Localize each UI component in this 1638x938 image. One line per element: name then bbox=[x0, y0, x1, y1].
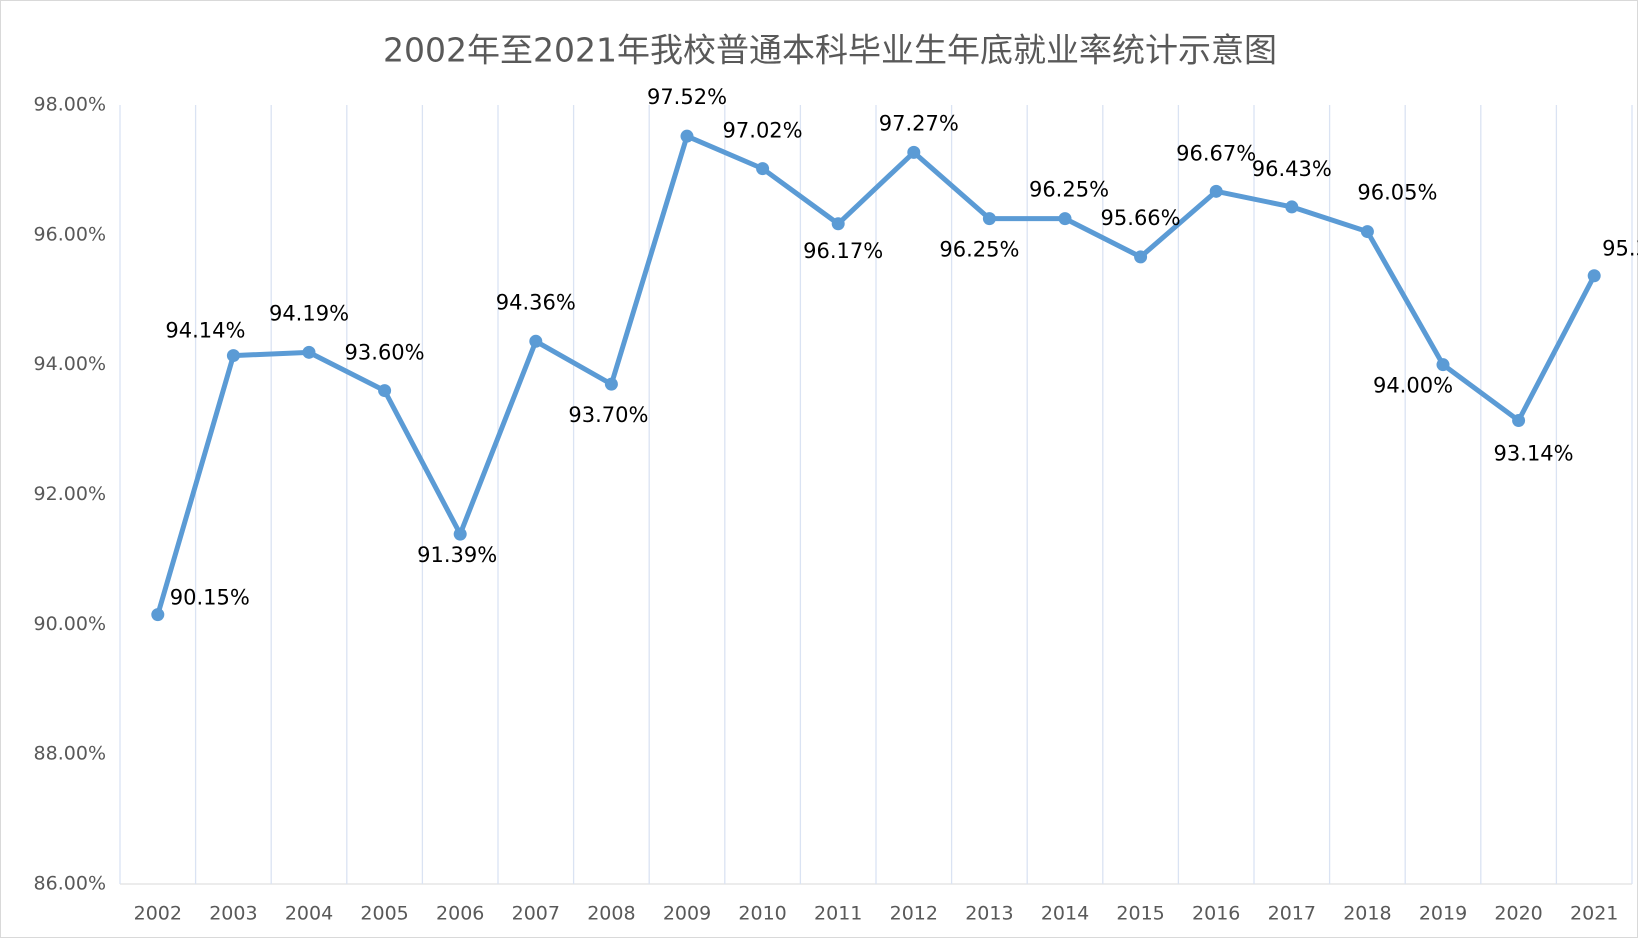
data-label: 96.25% bbox=[1029, 178, 1109, 202]
x-tick-label: 2014 bbox=[1041, 903, 1089, 925]
y-tick-label: 96.00% bbox=[34, 223, 106, 245]
data-point bbox=[756, 162, 770, 176]
data-point bbox=[378, 384, 392, 398]
x-tick-label: 2019 bbox=[1419, 903, 1467, 925]
data-point bbox=[680, 129, 694, 143]
data-label: 96.67% bbox=[1176, 141, 1256, 165]
data-label: 94.00% bbox=[1373, 374, 1453, 398]
chart-title: 2002年至2021年我校普通本科毕业生年底就业率统计示意图 bbox=[383, 31, 1277, 70]
data-point bbox=[1360, 225, 1374, 239]
y-tick-label: 86.00% bbox=[34, 873, 106, 895]
x-tick-label: 2004 bbox=[285, 903, 333, 925]
data-label: 96.17% bbox=[803, 239, 883, 263]
data-point bbox=[151, 608, 165, 622]
x-tick-label: 2003 bbox=[209, 903, 257, 925]
data-label: 90.15% bbox=[170, 586, 250, 610]
y-tick-label: 90.00% bbox=[34, 613, 106, 635]
data-point bbox=[831, 217, 845, 231]
data-label: 96.43% bbox=[1252, 157, 1332, 181]
data-point bbox=[529, 334, 543, 348]
x-tick-label: 2005 bbox=[360, 903, 408, 925]
x-tick-label: 2002 bbox=[134, 903, 182, 925]
x-tick-label: 2008 bbox=[587, 903, 635, 925]
data-label: 93.14% bbox=[1494, 441, 1574, 465]
x-tick-label: 2021 bbox=[1570, 903, 1618, 925]
x-tick-label: 2012 bbox=[890, 903, 938, 925]
data-label: 94.19% bbox=[269, 301, 349, 325]
x-tick-label: 2018 bbox=[1343, 903, 1391, 925]
x-tick-label: 2007 bbox=[512, 903, 560, 925]
data-point bbox=[1587, 269, 1601, 283]
data-point bbox=[1134, 250, 1148, 264]
data-label: 94.36% bbox=[496, 290, 576, 314]
data-point bbox=[982, 212, 996, 226]
x-tick-label: 2013 bbox=[965, 903, 1013, 925]
data-label: 97.27% bbox=[879, 111, 959, 135]
data-label: 95.37% bbox=[1602, 237, 1638, 261]
x-tick-label: 2020 bbox=[1494, 903, 1542, 925]
data-point bbox=[1436, 358, 1450, 372]
data-point bbox=[1512, 413, 1526, 427]
data-label: 95.66% bbox=[1101, 206, 1181, 230]
data-label: 97.52% bbox=[647, 85, 727, 109]
data-point bbox=[453, 527, 467, 541]
x-tick-label: 2011 bbox=[814, 903, 862, 925]
x-tick-label: 2015 bbox=[1116, 903, 1164, 925]
data-label: 97.02% bbox=[723, 119, 803, 143]
data-label: 96.25% bbox=[939, 238, 1019, 262]
data-label: 93.70% bbox=[568, 403, 648, 427]
x-tick-label: 2009 bbox=[663, 903, 711, 925]
data-label: 91.39% bbox=[417, 543, 497, 567]
data-point bbox=[302, 345, 316, 359]
data-point bbox=[226, 349, 240, 363]
x-tick-label: 2006 bbox=[436, 903, 484, 925]
data-label: 94.14% bbox=[165, 319, 245, 343]
x-tick-label: 2010 bbox=[738, 903, 786, 925]
series-line bbox=[155, 133, 1597, 616]
data-point bbox=[1209, 184, 1223, 198]
data-label: 96.05% bbox=[1357, 181, 1437, 205]
x-tick-label: 2016 bbox=[1192, 903, 1240, 925]
y-tick-label: 92.00% bbox=[34, 483, 106, 505]
data-point bbox=[1285, 200, 1299, 214]
y-tick-label: 98.00% bbox=[34, 94, 106, 116]
data-point bbox=[907, 145, 921, 159]
data-point bbox=[1058, 212, 1072, 226]
y-tick-label: 88.00% bbox=[34, 743, 106, 765]
data-point bbox=[604, 377, 618, 391]
x-tick-label: 2017 bbox=[1268, 903, 1316, 925]
y-tick-label: 94.00% bbox=[34, 353, 106, 375]
data-label: 93.60% bbox=[345, 341, 425, 365]
